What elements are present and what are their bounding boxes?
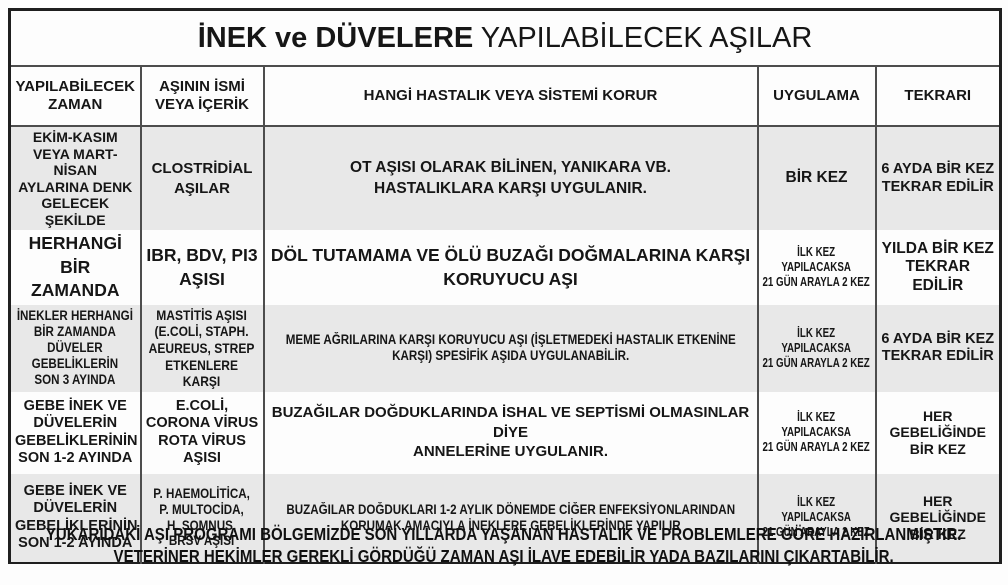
cell-tekrari-2: YILDA BİR KEZ TEKRAR EDİLİR <box>874 230 1001 305</box>
cell-uygulama-4: İLK KEZ YAPILACAKSA 21 GÜN ARAYLA 2 KEZ <box>756 391 876 474</box>
table-row-ibr-bdv-pi3: HERHANGİ BİR ZAMANDA IBR, BDV, PI3 AŞISI… <box>10 230 1001 305</box>
cell-korur-1: OT AŞISI OLARAK BİLİNEN, YANIKARA VB. HA… <box>262 126 758 231</box>
col-header-asi: AŞININ İSMİ VEYA İÇERİK <box>139 66 264 127</box>
table-title-row: İNEK ve DÜVELERE YAPILABİLECEK AŞILAR <box>9 9 1001 67</box>
page-title: İNEK ve DÜVELERE YAPILABİLECEK AŞILAR <box>9 9 1001 67</box>
cell-zaman-1: EKİM-KASIM VEYA MART-NİSAN AYLARINA DENK… <box>9 126 141 231</box>
title-bold-part: İNEK ve DÜVELERE <box>197 21 474 54</box>
col-header-zaman: YAPILABİLECEK ZAMAN <box>9 66 141 127</box>
cell-asi-4: E.COLİ, CORONA VİRUS ROTA VİRUS AŞISI <box>139 391 264 474</box>
table-row-haemolitica-brsv: GEBE İNEK VE DÜVELERİN GEBELİKLERİNİN SO… <box>9 473 1001 563</box>
cell-korur-4: BUZAĞILAR DOĞDUKLARINDA İSHAL VE SEPTİSM… <box>262 391 758 474</box>
cell-tekrari-5: HER GEBELİĞİNDE BİR KEZ <box>874 473 1001 563</box>
col-header-uygulama: UYGULAMA <box>756 66 876 127</box>
cell-asi-5: P. HAEMOLİTİCA, P. MULTOCİDA, H. SOMNUS,… <box>139 473 264 563</box>
cell-zaman-2: HERHANGİ BİR ZAMANDA <box>28 233 122 301</box>
cell-tekrari-4: HER GEBELİĞİNDE BİR KEZ <box>874 391 1001 474</box>
cell-uygulama-1: BİR KEZ <box>756 126 876 231</box>
cell-asi-1: CLOSTRİDİAL AŞILAR <box>139 126 264 231</box>
title-regular-part: YAPILABİLECEK AŞILAR <box>473 21 813 54</box>
table-header-row: YAPILABİLECEK ZAMAN AŞININ İSMİ VEYA İÇE… <box>9 66 1001 127</box>
cell-korur-5: BUZAĞILAR DOĞDUKLARI 1-2 AYLIK DÖNEMDE C… <box>262 473 758 563</box>
cell-uygulama-5: İLK KEZ YAPILACAKSA 21 GÜN ARAYLA 2 KEZ <box>756 473 876 563</box>
cell-tekrari-1: 6 AYDA BİR KEZ TEKRAR EDİLİR <box>874 126 1001 231</box>
footer-note: YUKARIDAKİ AŞI PROGRAMI BÖLGEMİZDE SON Y… <box>0 524 1008 568</box>
footer-line-2: VETERİNER HEKİMLER GEREKLİ GÖRDÜĞÜ ZAMAN… <box>113 545 895 566</box>
cell-korur-2: DÖL TUTAMAMA VE ÖLÜ BUZAĞI DOĞMALARINA K… <box>262 230 758 305</box>
vaccine-table: İNEK ve DÜVELERE YAPILABİLECEK AŞILAR YA… <box>8 8 1003 564</box>
footer-line-1: YUKARIDAKİ AŞI PROGRAMI BÖLGEMİZDE SON Y… <box>46 524 962 544</box>
cell-asi-3: MASTİTİS AŞISI (E.COLİ, STAPH. AEUREUS, … <box>139 304 264 392</box>
cell-uygulama-3: İLK KEZ YAPILACAKSA 21 GÜN ARAYLA 2 KEZ <box>756 304 876 392</box>
col-header-korur: HANGİ HASTALIK VEYA SİSTEMİ KORUR <box>262 66 758 127</box>
cell-zaman-5: GEBE İNEK VE DÜVELERİN GEBELİKLERİNİN SO… <box>9 473 141 563</box>
table-row-clostridial: EKİM-KASIM VEYA MART-NİSAN AYLARINA DENK… <box>9 126 1001 231</box>
cell-tekrari-3: 6 AYDA BİR KEZ TEKRAR EDİLİR <box>874 304 1001 392</box>
table-row-mastitis: İNEKLER HERHANGİ BİR ZAMANDA DÜVELER GEB… <box>9 304 1001 392</box>
cell-uygulama-2: İLK KEZ YAPILACAKSA 21 GÜN ARAYLA 2 KEZ <box>756 230 876 305</box>
col-header-tekrari: TEKRARI <box>874 66 1001 127</box>
table-row-ecoli-corona-rota: GEBE İNEK VE DÜVELERİN GEBELİKLERİNİN SO… <box>10 391 1001 474</box>
cell-zaman-3: İNEKLER HERHANGİ BİR ZAMANDA DÜVELER GEB… <box>9 304 141 392</box>
cell-zaman-4: GEBE İNEK VE DÜVELERİN GEBELİKLERİNİN SO… <box>15 398 138 466</box>
cell-korur-3: MEME AĞRILARINA KARŞI KORUYUCU AŞI (İŞLE… <box>262 304 758 392</box>
cell-asi-2: IBR, BDV, PI3 AŞISI <box>139 230 264 305</box>
